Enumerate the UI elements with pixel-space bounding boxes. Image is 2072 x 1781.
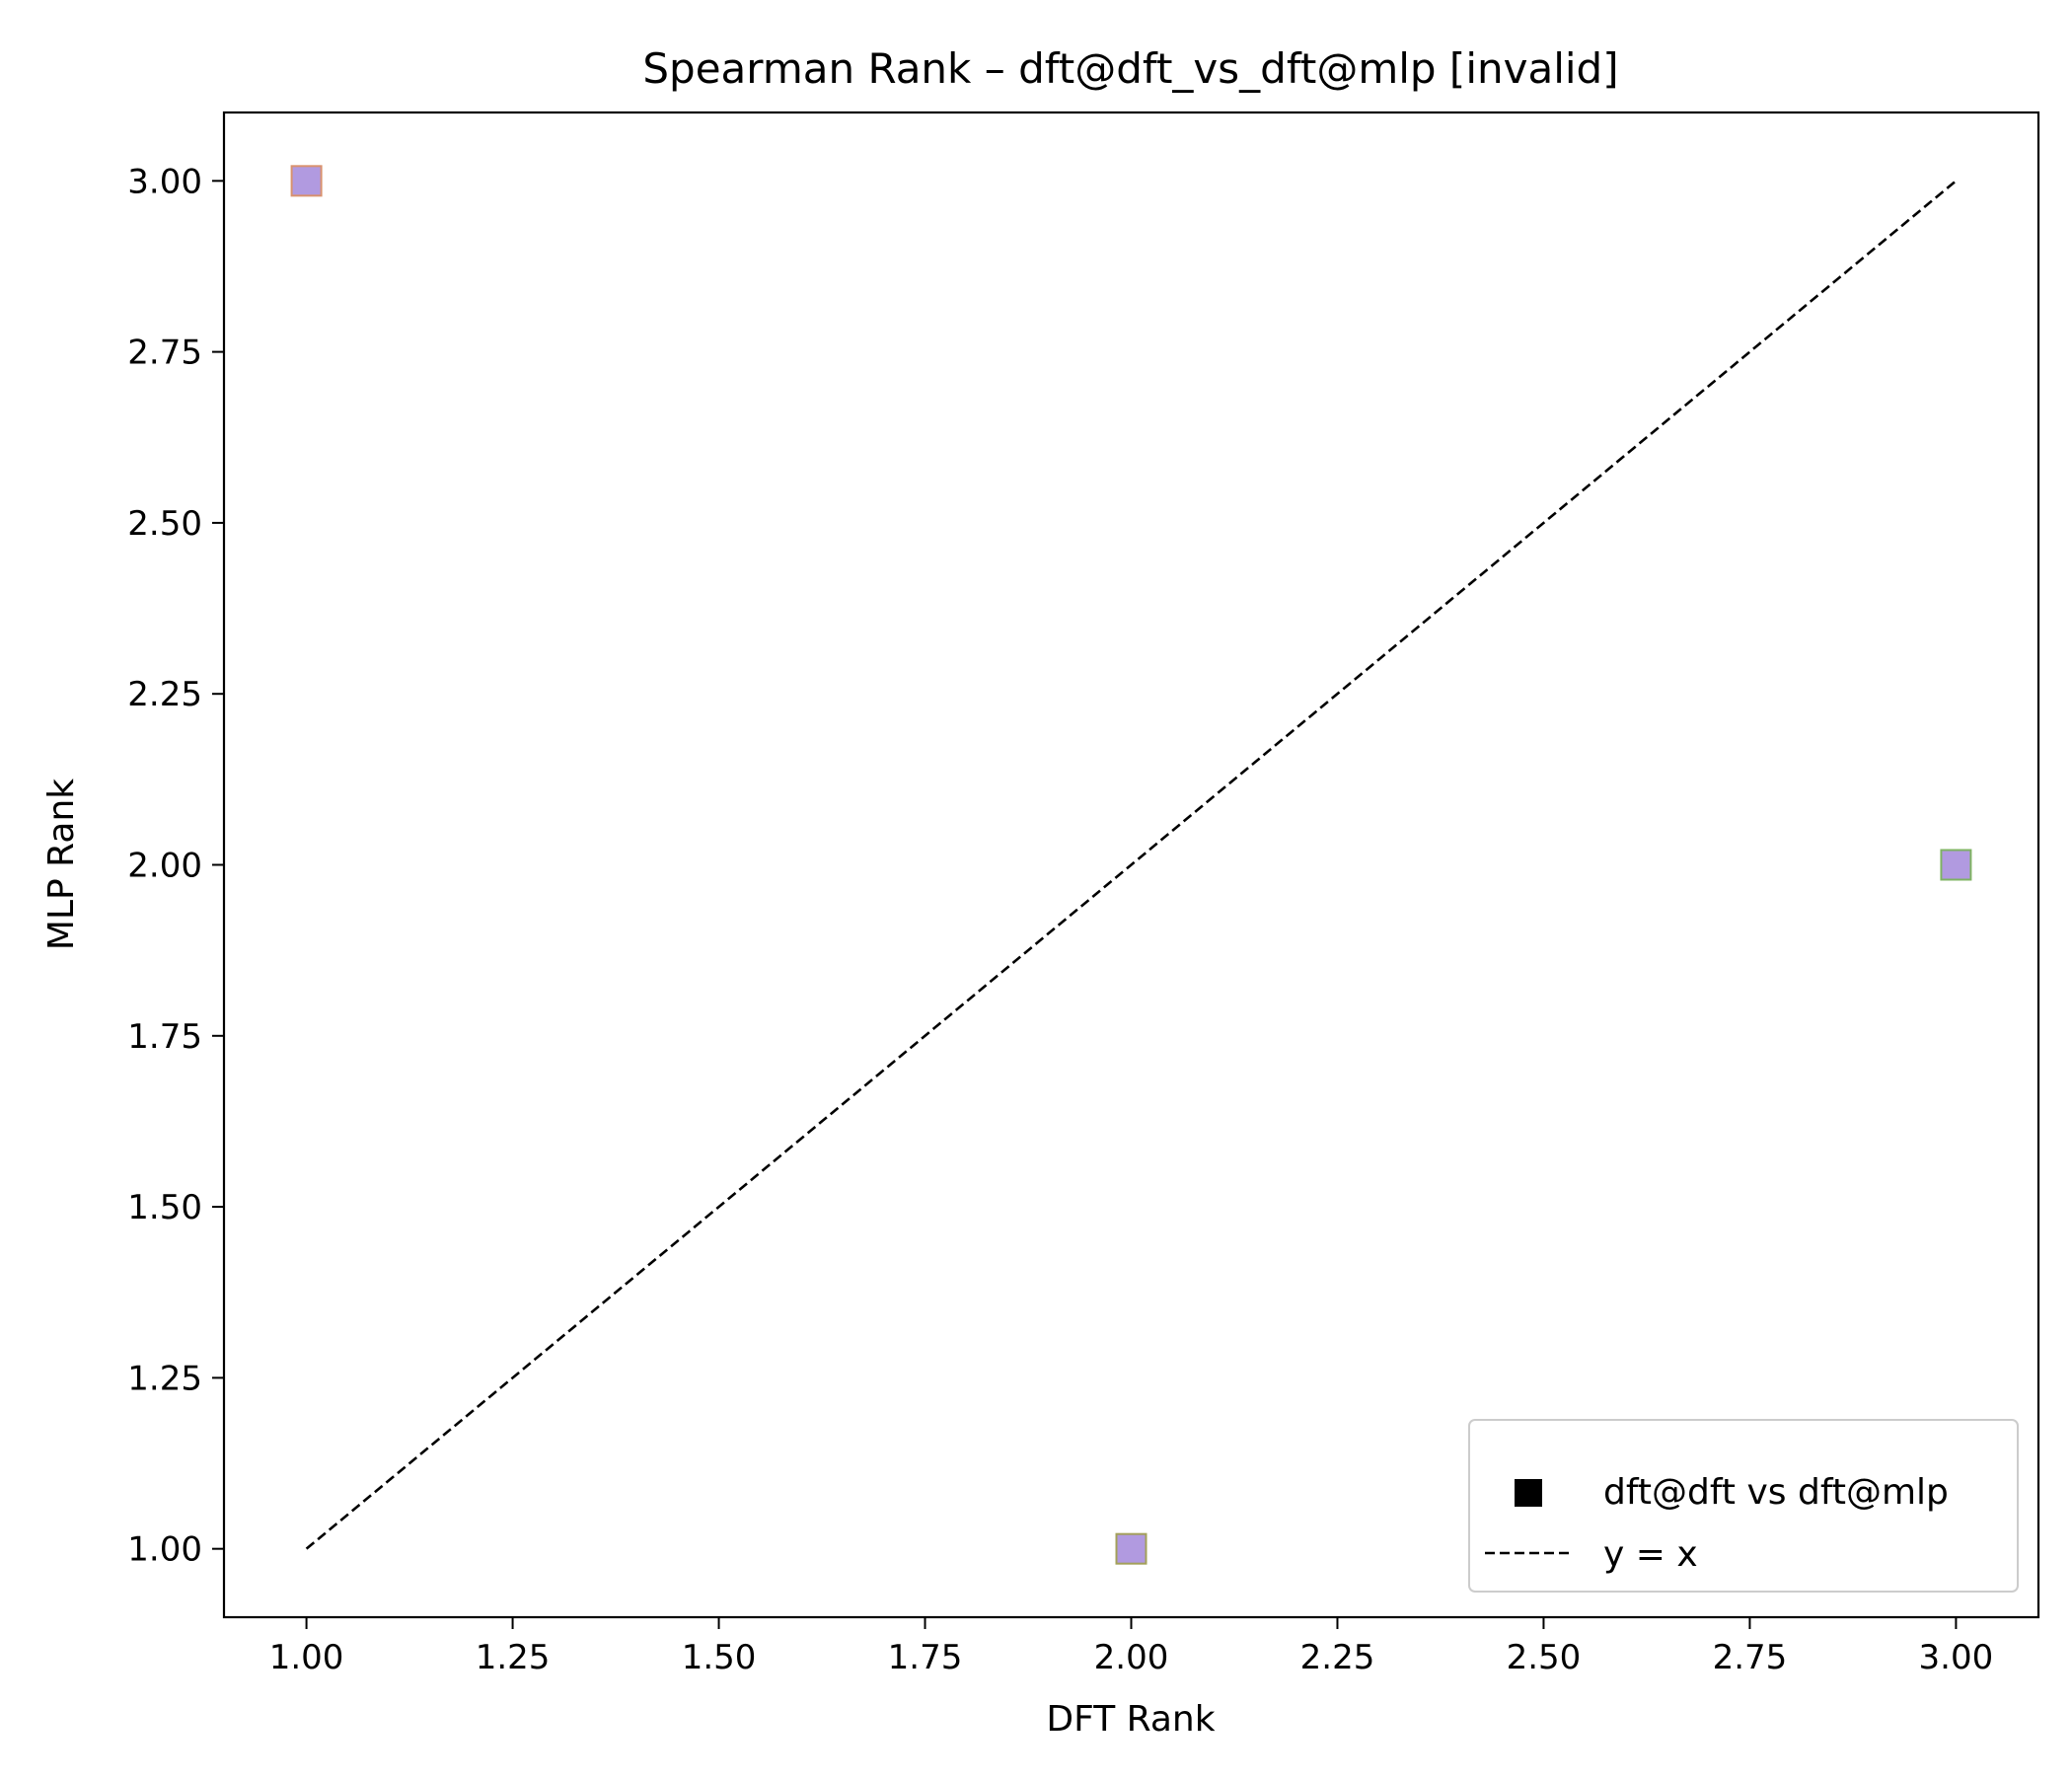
y-tick-label: 1.50 (127, 1188, 202, 1227)
y-tick-label: 2.50 (127, 504, 202, 544)
y-tick-label: 2.25 (127, 675, 202, 714)
scatter-point (1115, 1532, 1147, 1565)
x-tick-label: 2.50 (1507, 1638, 1582, 1677)
plot-area (290, 165, 1972, 1565)
y-tick-label: 1.00 (127, 1530, 202, 1570)
x-tick-label: 2.25 (1300, 1638, 1375, 1677)
y-axis-title: MLP Rank (41, 779, 82, 950)
legend-marker-square (1515, 1479, 1542, 1507)
chart-title: Spearman Rank – dft@dft_vs_dft@mlp [inva… (642, 44, 1618, 93)
x-tick-label: 1.00 (269, 1638, 344, 1677)
scatter-point (1940, 849, 1972, 881)
legend-label-identity: y = x (1603, 1534, 1698, 1575)
x-tick-label: 2.00 (1094, 1638, 1169, 1677)
y-tick-label: 3.00 (127, 162, 202, 201)
x-tick-label: 2.75 (1713, 1638, 1788, 1677)
legend-label-scatter: dft@dft vs dft@mlp (1603, 1472, 1949, 1513)
x-tick-label: 1.50 (682, 1638, 757, 1677)
y-tick-label: 2.00 (127, 847, 202, 886)
legend: dft@dft vs dft@mlp y = x (1468, 1419, 2019, 1593)
x-tick-label: 1.25 (476, 1638, 551, 1677)
identity-line (305, 180, 1958, 1550)
y-tick-label: 1.25 (127, 1359, 202, 1398)
legend-box (1468, 1419, 2019, 1593)
x-tick-label: 1.75 (888, 1638, 963, 1677)
x-axis-title: DFT Rank (1046, 1699, 1215, 1740)
y-tick-label: 1.75 (127, 1017, 202, 1057)
x-tick-label: 3.00 (1919, 1638, 1994, 1677)
y-tick-label: 2.75 (127, 334, 202, 373)
x-axis: 1.00 1.25 1.50 1.75 2.00 2.25 2.50 2.75 3.00 (269, 1617, 1994, 1677)
y-axis: 1.00 1.25 1.50 1.75 2.00 2.25 2.50 2.75 3.00 (127, 162, 224, 1570)
scatter-point (290, 165, 323, 197)
